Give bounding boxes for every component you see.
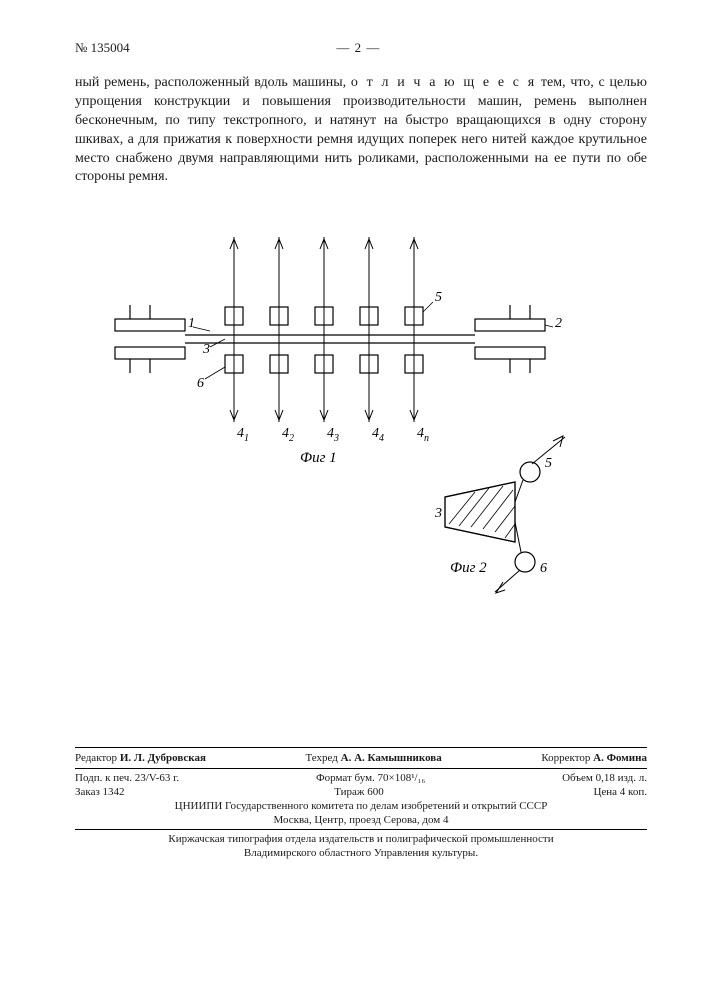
- fig1-ref-2: 2: [555, 316, 562, 331]
- org-line-1: ЦНИИПИ Государственного комитета по дела…: [75, 799, 647, 813]
- svg-text:44: 44: [372, 426, 384, 444]
- svg-text:43: 43: [327, 426, 339, 444]
- pub-format: Формат бум. 70×108¹/₁₆: [316, 772, 425, 784]
- fig1-ref-3: 3: [202, 342, 210, 357]
- figures-block: 1 2 3 5 6 41 42 43 44 4n Фиг 1: [75, 227, 647, 607]
- corrector-cell: Корректор А. Фомина: [541, 752, 647, 764]
- page-number: — 2 —: [336, 40, 380, 56]
- techred-cell: Техред А. А. Камышникова: [306, 752, 442, 764]
- org-line-2: Москва, Центр, проезд Серова, дом 4: [75, 813, 647, 827]
- fig1-ref-1: 1: [188, 316, 195, 331]
- body-paragraph: ный ремень, расположенный вдоль машины, …: [75, 74, 647, 187]
- fig2-ref-5: 5: [545, 456, 552, 471]
- footer-rule-1: [75, 747, 647, 748]
- fig2-ref-3: 3: [434, 506, 442, 521]
- fig1-group: [115, 237, 553, 422]
- fig2-ref-6: 6: [540, 561, 547, 576]
- fig1-caption: Фиг 1: [300, 450, 337, 466]
- footer-rule-2: [75, 768, 647, 769]
- print-line-1: Киржачская типография отдела издательств…: [75, 832, 647, 846]
- body-text-before: ный ремень, расположенный вдоль машины,: [75, 75, 351, 90]
- pub-volume: Объем 0,18 изд. л.: [562, 772, 647, 784]
- svg-text:4n: 4n: [417, 426, 429, 444]
- print-line-2: Владимирского областного Управления куль…: [75, 846, 647, 860]
- page-header: № 135004 — 2 —: [75, 40, 647, 56]
- pub-order: Заказ 1342: [75, 786, 125, 798]
- footer-block: Редактор И. Л. Дубровская Техред А. А. К…: [75, 745, 647, 860]
- fig1-ref-6: 6: [197, 376, 204, 391]
- pub-tirazh: Тираж 600: [334, 786, 384, 798]
- pub-price: Цена 4 коп.: [593, 786, 647, 798]
- header-spacer: [587, 40, 647, 56]
- pub-row-1: Подп. к печ. 23/V-63 г. Формат бум. 70×1…: [75, 771, 647, 785]
- figures-svg: 1 2 3 5 6 41 42 43 44 4n Фиг 1: [75, 227, 645, 607]
- svg-text:41: 41: [237, 426, 249, 444]
- pub-sign: Подп. к печ. 23/V-63 г.: [75, 772, 179, 784]
- footer-rule-3: [75, 829, 647, 830]
- page-container: № 135004 — 2 — ный ремень, расположенный…: [0, 0, 707, 1000]
- body-text-spaced: о т л и ч а ю щ е е с я: [351, 75, 536, 90]
- editor-cell: Редактор И. Л. Дубровская: [75, 752, 206, 764]
- fig1-ref-5: 5: [435, 290, 442, 305]
- body-text-after: тем, что, с целью упрощения конструкции …: [75, 75, 647, 184]
- doc-number: № 135004: [75, 40, 130, 56]
- credits-row: Редактор И. Л. Дубровская Техред А. А. К…: [75, 750, 647, 766]
- fig1-labels: 1 2 3 5 6 41 42 43 44 4n Фиг 1: [188, 290, 562, 466]
- fig2-caption: Фиг 2: [450, 560, 487, 576]
- svg-text:42: 42: [282, 426, 294, 444]
- pub-row-2: Заказ 1342 Тираж 600 Цена 4 коп.: [75, 785, 647, 799]
